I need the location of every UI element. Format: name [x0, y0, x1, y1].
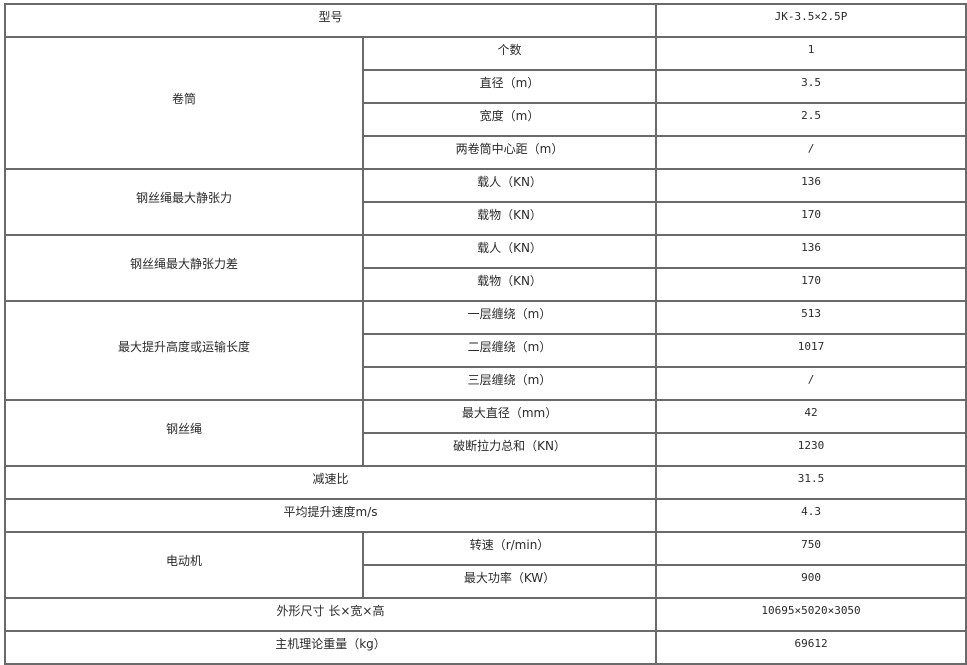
- max_static_tension-group-label: 钢丝绳最大静张力: [4, 168, 364, 236]
- param-value: 1: [655, 36, 967, 71]
- param-label: 载物（KN）: [361, 267, 658, 302]
- model-value: JK-3.5×2.5P: [655, 3, 967, 38]
- param-label: 直径（m）: [361, 69, 658, 104]
- table-row: 钢丝绳 最大直径（mm） 42: [4, 399, 967, 467]
- param-value: 513: [655, 300, 967, 335]
- param-label: 破断拉力总和（KN）: [361, 432, 658, 467]
- param-value: 136: [655, 168, 967, 203]
- param-label: 三层缠绕（m）: [361, 366, 658, 401]
- param-value: 1230: [655, 432, 967, 467]
- param-value: 42: [655, 399, 967, 434]
- param-label: 转速（r/min）: [361, 531, 658, 566]
- param-value: 750: [655, 531, 967, 566]
- param-label: 一层缠绕（m）: [361, 300, 658, 335]
- table-row: 电动机 转速（r/min） 750: [4, 531, 967, 599]
- spec-table: 型号 JK-3.5×2.5P 卷筒 个数 1 直径（m） 3.5 宽度（m） 2.5 两卷筒中心距…: [3, 3, 967, 665]
- max_static_tension_diff-group-label: 钢丝绳最大静张力差: [4, 234, 364, 302]
- dimensions-value: 10695×5020×3050: [655, 597, 967, 632]
- drum-group-label: 卷筒: [4, 36, 364, 170]
- table-row: 减速比 31.5: [3, 465, 967, 500]
- param-label: 载人（KN）: [361, 234, 658, 269]
- reduction-ratio-label: 减速比: [3, 465, 658, 500]
- param-value: 900: [655, 564, 967, 599]
- weight-value: 69612: [655, 630, 967, 665]
- table-row: 直径（m） 3.5: [5, 69, 967, 104]
- param-label: 载人（KN）: [361, 168, 658, 203]
- param-label: 最大直径（mm）: [361, 399, 658, 434]
- table-row: 主机理论重量（kg） 69612: [3, 630, 967, 665]
- param-label: 二层缠绕（m）: [361, 333, 658, 368]
- table-row: 宽度（m） 2.5: [5, 102, 967, 137]
- reduction-ratio-value: 31.5: [655, 465, 967, 500]
- param-value: 1017: [655, 333, 967, 368]
- param-label: 宽度（m）: [361, 102, 658, 137]
- param-label: 两卷筒中心距（m）: [361, 135, 658, 170]
- table-row: 载物（KN） 170: [5, 267, 967, 302]
- param-value: 170: [655, 267, 967, 302]
- param-value: 170: [655, 201, 967, 236]
- table-row: 三层缠绕（m） /: [5, 366, 967, 401]
- table-row: 两卷筒中心距（m） /: [5, 135, 967, 170]
- table-row: 钢丝绳最大静张力差 载人（KN） 136: [4, 234, 967, 302]
- model-label: 型号: [3, 3, 658, 38]
- table-row: 二层缠绕（m） 1017: [5, 333, 967, 368]
- motor-group-label: 电动机: [4, 531, 364, 599]
- param-value: /: [655, 135, 967, 170]
- param-value: 2.5: [655, 102, 967, 137]
- avg-speed-label: 平均提升速度m/s: [3, 498, 658, 533]
- avg-speed-value: 4.3: [655, 498, 967, 533]
- param-value: /: [655, 366, 967, 401]
- param-label: 载物（KN）: [361, 201, 658, 236]
- max_lift_height-group-label: 最大提升高度或运输长度: [4, 300, 364, 401]
- table-row: 型号 JK-3.5×2.5P: [3, 3, 967, 38]
- table-row: 破断拉力总和（KN） 1230: [5, 432, 967, 467]
- table-row: 载物（KN） 170: [5, 201, 967, 236]
- param-label: 个数: [361, 36, 658, 71]
- table-row: 卷筒 个数 1: [4, 36, 967, 170]
- table-row: 最大提升高度或运输长度 一层缠绕（m） 513: [4, 300, 967, 401]
- weight-label: 主机理论重量（kg）: [3, 630, 658, 665]
- table-row: 外形尺寸 长×宽×高 10695×5020×3050: [3, 597, 967, 632]
- param-value: 136: [655, 234, 967, 269]
- table-row: 钢丝绳最大静张力 载人（KN） 136: [4, 168, 967, 236]
- param-value: 3.5: [655, 69, 967, 104]
- table-row: 最大功率（KW） 900: [5, 564, 967, 599]
- table-row: 平均提升速度m/s 4.3: [3, 498, 967, 533]
- dimensions-label: 外形尺寸 长×宽×高: [3, 597, 658, 632]
- param-label: 最大功率（KW）: [361, 564, 658, 599]
- wire_rope-group-label: 钢丝绳: [4, 399, 364, 467]
